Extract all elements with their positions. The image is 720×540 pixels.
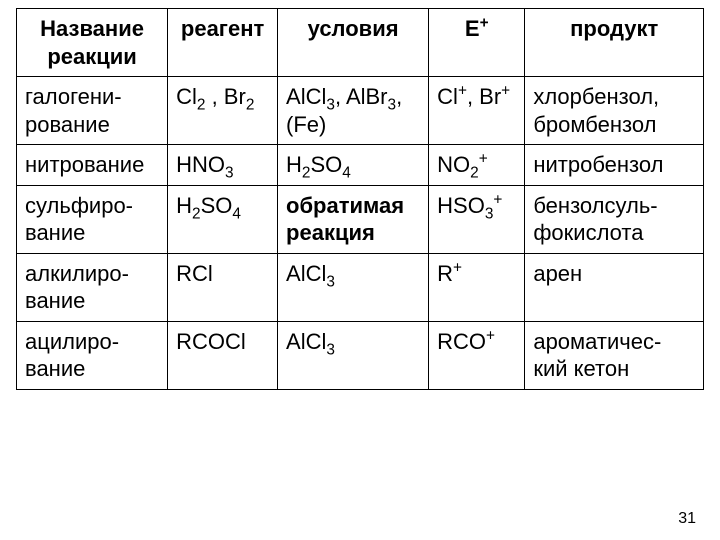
cell-reagent: HNO3 xyxy=(168,145,278,186)
cell-name: ацилиро-вание xyxy=(17,321,168,389)
cell-product: хлорбензол, бромбензол xyxy=(525,77,704,145)
header-name: Название реакции xyxy=(17,9,168,77)
cell-cond: AlCl3 xyxy=(278,253,429,321)
table-row: алкилиро-ваниеRClAlCl3R+арен xyxy=(17,253,704,321)
cell-cond: AlCl3 xyxy=(278,321,429,389)
cell-cond: H2SO4 xyxy=(278,145,429,186)
cell-reagent: H2SO4 xyxy=(168,185,278,253)
cell-reagent: RCl xyxy=(168,253,278,321)
cell-eplus: HSO3+ xyxy=(429,185,525,253)
cell-product: бензолсуль-фокислота xyxy=(525,185,704,253)
cell-product: нитробензол xyxy=(525,145,704,186)
header-eplus: E+ xyxy=(429,9,525,77)
table-body: галогени-рованиеCl2 , Br2AlCl3, AlBr3, (… xyxy=(17,77,704,390)
header-cond: условия xyxy=(278,9,429,77)
table-row: галогени-рованиеCl2 , Br2AlCl3, AlBr3, (… xyxy=(17,77,704,145)
cell-eplus: R+ xyxy=(429,253,525,321)
header-reagent: реагент xyxy=(168,9,278,77)
cell-name: алкилиро-вание xyxy=(17,253,168,321)
cell-cond: обратимая реакция xyxy=(278,185,429,253)
table-header-row: Название реакции реагент условия E+ прод… xyxy=(17,9,704,77)
page-number: 31 xyxy=(678,510,696,528)
header-product: продукт xyxy=(525,9,704,77)
reactions-table: Название реакции реагент условия E+ прод… xyxy=(16,8,704,390)
cell-cond: AlCl3, AlBr3, (Fe) xyxy=(278,77,429,145)
table-row: нитрованиеHNO3H2SO4NO2+нитробензол xyxy=(17,145,704,186)
cell-product: арен xyxy=(525,253,704,321)
cell-product: ароматичес-кий кетон xyxy=(525,321,704,389)
cell-name: сульфиро-вание xyxy=(17,185,168,253)
table-row: сульфиро-ваниеH2SO4обратимая реакцияHSO3… xyxy=(17,185,704,253)
cell-eplus: NO2+ xyxy=(429,145,525,186)
cell-eplus: RCO+ xyxy=(429,321,525,389)
cell-eplus: Cl+, Br+ xyxy=(429,77,525,145)
cell-name: нитрование xyxy=(17,145,168,186)
cell-reagent: Cl2 , Br2 xyxy=(168,77,278,145)
table-row: ацилиро-ваниеRCOClAlCl3RCO+ароматичес-ки… xyxy=(17,321,704,389)
cell-reagent: RCOCl xyxy=(168,321,278,389)
cell-name: галогени-рование xyxy=(17,77,168,145)
